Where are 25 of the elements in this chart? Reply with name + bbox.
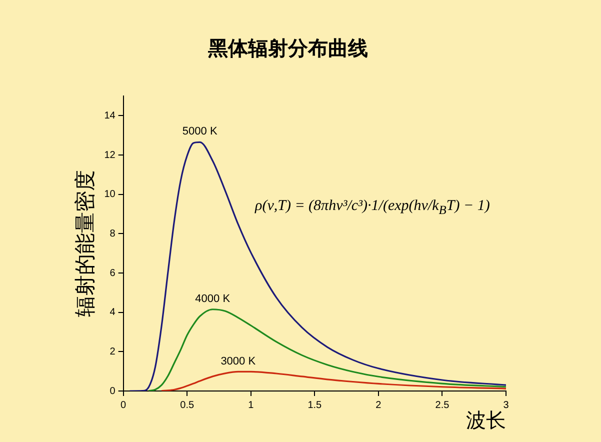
- y-tick-label: 6: [110, 268, 116, 279]
- y-tick-label: 4: [110, 307, 116, 318]
- y-tick-label: 8: [110, 228, 116, 240]
- line-series: [148, 308, 506, 391]
- y-tick-label: 10: [104, 189, 116, 200]
- annotation: ρ(ν,T) = (8πhν³/c³)·1/(exp(hν/k$_{B}$T) − 1): [255, 198, 490, 218]
- x-tick-label: 1: [248, 400, 254, 411]
- y-tick-label: 2: [110, 346, 116, 358]
- y-tick-label: 12: [104, 150, 116, 161]
- series-label: 4000 K: [195, 292, 231, 305]
- y-tick-label: 0: [110, 386, 116, 397]
- y-axis-title: 辐射的能量密度: [73, 170, 98, 317]
- line-series: [128, 141, 506, 391]
- x-tick-label: 0: [120, 400, 127, 411]
- y-tick-label: 14: [104, 110, 116, 122]
- series-label: 3000 K: [220, 355, 256, 368]
- x-tick-label: 3: [503, 400, 510, 411]
- x-tick-label: 2.5: [435, 400, 450, 411]
- series-label: 5000 K: [182, 126, 218, 138]
- x-tick-label: 2: [376, 400, 382, 411]
- x-tick-label: 1.5: [308, 400, 322, 411]
- x-tick-label: 0.5: [180, 400, 194, 411]
- x-axis-title: 波长: [466, 408, 506, 432]
- chart-title: 黑体辐射分布曲线: [207, 36, 368, 60]
- line-series: [160, 370, 506, 391]
